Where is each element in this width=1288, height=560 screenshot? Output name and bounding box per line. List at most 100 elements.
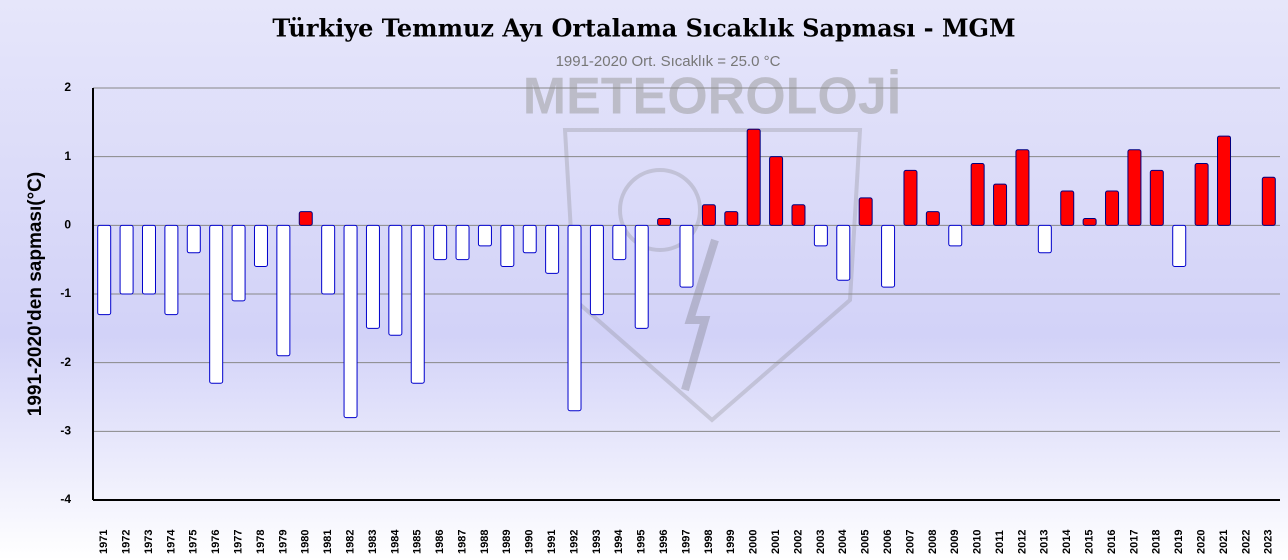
x-tick-label: 1996 (658, 530, 670, 554)
bar (882, 225, 895, 287)
bar (434, 225, 447, 259)
x-tick-label: 2002 (792, 530, 804, 554)
bar (1038, 225, 1051, 252)
y-axis-label: 1991-2020'den sapması(°C) (25, 172, 46, 416)
bar (635, 225, 648, 328)
bar (725, 212, 738, 226)
x-tick-label: 2016 (1106, 530, 1118, 554)
bar (501, 225, 514, 266)
x-tick-label: 2009 (949, 530, 961, 554)
x-tick-label: 1979 (277, 530, 289, 554)
bar (478, 225, 491, 246)
y-tick-label: 0 (64, 218, 71, 232)
x-tick-label: 1990 (524, 530, 536, 554)
bar (98, 225, 111, 314)
bar (1083, 218, 1096, 225)
bar (702, 205, 715, 226)
y-tick-label: 2 (64, 80, 71, 94)
bar (658, 218, 671, 225)
bar (1150, 170, 1163, 225)
x-tick-label: 2017 (1128, 530, 1140, 554)
bar (1016, 150, 1029, 226)
bar (1262, 177, 1275, 225)
bar (1061, 191, 1074, 225)
bar (142, 225, 155, 294)
bar (926, 212, 939, 226)
x-tick-label: 2005 (860, 530, 872, 554)
bar (299, 212, 312, 226)
x-tick-label: 2003 (815, 530, 827, 554)
bar (210, 225, 223, 383)
x-tick-label: 2004 (837, 529, 849, 554)
x-tick-label: 2000 (748, 530, 760, 554)
x-tick-label: 1988 (479, 530, 491, 554)
bar (792, 205, 805, 226)
bar (747, 129, 760, 225)
x-tick-label: 2019 (1173, 530, 1185, 554)
x-tick-label: 2020 (1196, 530, 1208, 554)
chart: METEOROLOJİ Türkiye Temmuz Ayı Ortalama … (0, 0, 1288, 560)
bar (1218, 136, 1231, 225)
bar (120, 225, 133, 294)
bar (1128, 150, 1141, 226)
bar (456, 225, 469, 259)
y-tick-label: -1 (60, 286, 71, 300)
x-tick-label: 1975 (188, 530, 200, 554)
x-tick-label: 2023 (1263, 530, 1275, 554)
bar (254, 225, 267, 266)
bar (546, 225, 559, 273)
x-tick-label: 1981 (322, 530, 334, 554)
chart-subtitle: 1991-2020 Ort. Sıcaklık = 25.0 °C (556, 53, 781, 70)
bar (523, 225, 536, 252)
x-tick-label: 1987 (456, 530, 468, 554)
x-tick-label: 1980 (300, 530, 312, 554)
bar (613, 225, 626, 259)
x-tick-label: 1982 (344, 530, 356, 554)
bar (859, 198, 872, 225)
bar (322, 225, 335, 294)
y-tick-label: -2 (60, 355, 71, 369)
x-tick-label: 2012 (1016, 530, 1028, 554)
bar (165, 225, 178, 314)
bar (837, 225, 850, 280)
x-tick-label: 2007 (904, 530, 916, 554)
bar (994, 184, 1007, 225)
bar (949, 225, 962, 246)
x-tick-label: 1972 (121, 530, 133, 554)
x-tick-label: 1995 (636, 530, 648, 554)
x-tick-label: 2018 (1151, 530, 1163, 554)
x-tick-label: 1978 (255, 530, 267, 554)
x-tick-label: 2014 (1061, 529, 1073, 554)
x-tick-label: 2008 (927, 530, 939, 554)
x-tick-label: 1994 (613, 529, 625, 554)
x-tick-label: 1999 (725, 530, 737, 554)
x-tick-label: 1992 (568, 530, 580, 554)
y-tick-label: -3 (60, 424, 71, 438)
x-tick-label: 1976 (210, 530, 222, 554)
bar (1195, 164, 1208, 226)
x-tick-label: 2006 (882, 530, 894, 554)
x-tick-label: 1997 (680, 530, 692, 554)
bar (1173, 225, 1186, 266)
bar (590, 225, 603, 314)
x-tick-label: 2011 (994, 530, 1006, 554)
bar (814, 225, 827, 246)
x-tick-label: 1983 (367, 530, 379, 554)
bar (680, 225, 693, 287)
bar (232, 225, 245, 301)
x-tick-label: 1974 (165, 529, 177, 554)
bar (277, 225, 290, 355)
bar (187, 225, 200, 252)
page: METEOROLOJİ Türkiye Temmuz Ayı Ortalama … (0, 0, 1288, 560)
x-tick-label: 1973 (143, 530, 155, 554)
x-tick-label: 2013 (1039, 530, 1051, 554)
bar (568, 225, 581, 410)
y-tick-label: -4 (60, 492, 71, 506)
bar (411, 225, 424, 383)
bar (971, 164, 984, 226)
bar (344, 225, 357, 417)
bar (770, 157, 783, 226)
bar (389, 225, 402, 335)
x-tick-label: 1993 (591, 530, 603, 554)
x-tick-label: 2022 (1240, 530, 1252, 554)
